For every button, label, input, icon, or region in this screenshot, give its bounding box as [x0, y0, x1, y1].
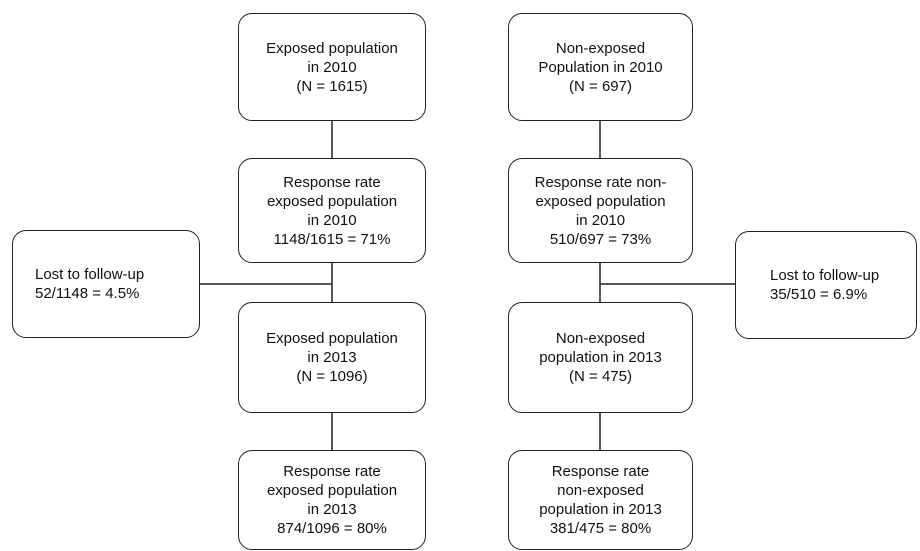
non-exposed-population-2013-box: Non-exposed population in 2013 (N = 475) — [508, 302, 693, 413]
box-line: (N = 697) — [569, 77, 632, 95]
box-line: Response rate — [551, 463, 650, 480]
lost-to-follow-up-left-box: Lost to follow-up 52/1148 = 4.5% — [12, 230, 200, 338]
response-rate-exposed-2013-box: Response rate exposed population in 2013… — [238, 450, 426, 550]
box-line: Response rate — [283, 173, 381, 191]
box-line: Non-exposed — [555, 330, 646, 347]
box-line: exposed population — [266, 482, 398, 499]
non-exposed-population-2010-box: Non-exposed Population in 2010 (N = 697) — [508, 13, 693, 121]
box-line: in 2013 — [307, 349, 357, 366]
box-line: in 2010 — [307, 58, 357, 76]
box-line: 35/510 = 6.9% — [770, 286, 868, 303]
box-line: exposed population — [535, 192, 666, 210]
box-line: 1148/1615 = 71% — [273, 230, 391, 248]
box-line: Response rate — [283, 463, 381, 480]
box-line: Lost to follow-up — [35, 266, 145, 283]
box-line: (N = 1096) — [296, 368, 368, 385]
box-line: Response rate non- — [534, 173, 667, 191]
box-line: population in 2013 — [539, 501, 662, 518]
box-line: Population in 2010 — [538, 58, 663, 76]
box-line: 874/1096 = 80% — [277, 520, 387, 537]
box-line: Lost to follow-up — [770, 267, 880, 284]
box-line: exposed population — [266, 192, 398, 210]
response-rate-non-exposed-2013-box: Response rate non-exposed population in … — [508, 450, 693, 550]
exposed-population-2013-box: Exposed population in 2013 (N = 1096) — [238, 302, 426, 413]
box-line: Exposed population — [266, 330, 398, 347]
box-line: population in 2013 — [539, 349, 662, 366]
box-line: Non-exposed — [555, 39, 646, 57]
box-line: in 2010 — [575, 211, 626, 229]
exposed-population-2010-box: Exposed population in 2010 (N = 1615) — [238, 13, 426, 121]
box-line: 381/475 = 80% — [549, 520, 652, 537]
box-line: (N = 475) — [569, 368, 632, 385]
box-line: Exposed population — [266, 39, 398, 57]
box-line: (N = 1615) — [296, 77, 368, 95]
box-line: in 2013 — [307, 501, 357, 518]
box-line: 510/697 = 73% — [549, 230, 652, 248]
box-line: non-exposed — [557, 482, 644, 499]
lost-to-follow-up-right-box: Lost to follow-up 35/510 = 6.9% — [735, 231, 917, 339]
box-line: in 2010 — [307, 211, 357, 229]
response-rate-exposed-2010-box: Response rate exposed population in 2010… — [238, 158, 426, 263]
box-line: 52/1148 = 4.5% — [35, 285, 140, 302]
response-rate-non-exposed-2010-box: Response rate non- exposed population in… — [508, 158, 693, 263]
